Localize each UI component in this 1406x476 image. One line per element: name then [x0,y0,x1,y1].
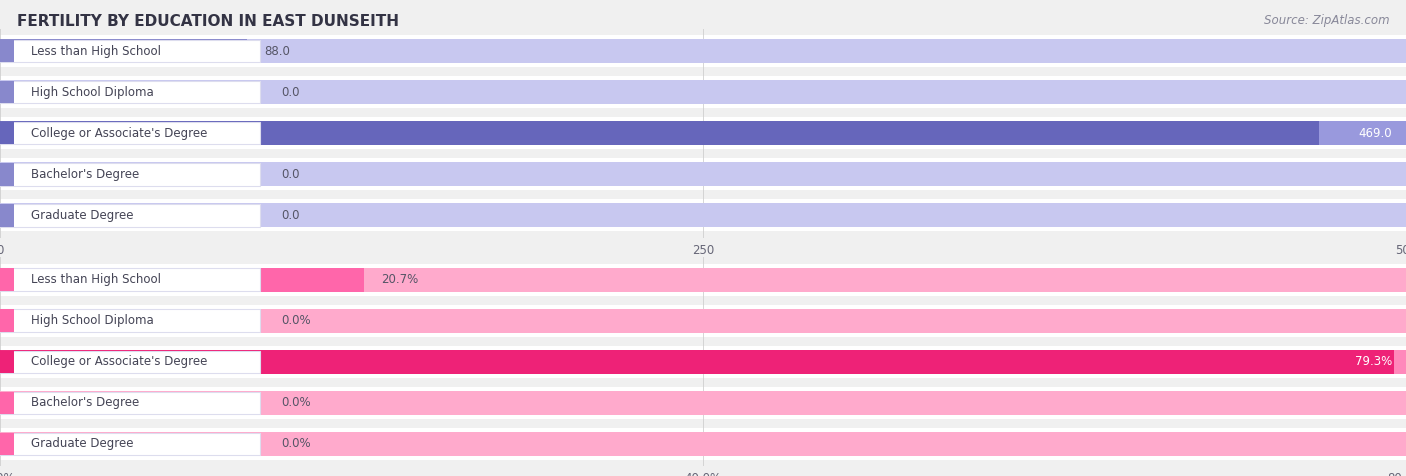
Bar [0,309,260,332]
Bar [0,39,1406,63]
Text: Graduate Degree: Graduate Degree [31,209,134,222]
Bar [0,392,14,414]
Text: 0.0%: 0.0% [281,437,311,450]
Bar [0,203,1406,228]
Bar [0,204,14,227]
Bar [0,308,1406,333]
Bar [0,122,260,145]
Text: Bachelor's Degree: Bachelor's Degree [31,397,139,409]
Text: 79.3%: 79.3% [1355,355,1392,368]
Bar [0,428,1406,460]
Bar [0,40,14,62]
Text: Bachelor's Degree: Bachelor's Degree [31,168,139,181]
Bar [0,433,260,455]
Bar [0,121,1319,145]
Bar [0,40,260,62]
Text: 0.0%: 0.0% [281,397,311,409]
Text: High School Diploma: High School Diploma [31,314,155,327]
Text: FERTILITY BY EDUCATION IN EAST DUNSEITH: FERTILITY BY EDUCATION IN EAST DUNSEITH [17,14,399,30]
Bar [0,392,260,414]
Bar [0,346,1406,378]
Bar [0,387,1406,419]
Text: 88.0: 88.0 [264,45,290,58]
Text: Source: ZipAtlas.com: Source: ZipAtlas.com [1264,14,1389,27]
Bar [0,163,14,186]
Bar [0,350,260,373]
Bar [0,268,260,291]
Text: 469.0: 469.0 [1358,127,1392,140]
Text: 0.0: 0.0 [281,209,299,222]
Text: 0.0: 0.0 [281,168,299,181]
Bar [0,80,1406,104]
Text: Less than High School: Less than High School [31,273,162,286]
Bar [0,391,1406,415]
Bar [0,159,1406,190]
Bar [0,81,14,103]
Text: 20.7%: 20.7% [381,273,418,286]
Bar [0,204,260,227]
Bar [0,117,1406,149]
Bar [0,309,14,332]
Text: 0.0: 0.0 [281,86,299,99]
Bar [0,268,364,292]
Bar [0,432,1406,456]
Bar [0,121,1406,145]
Bar [0,39,247,63]
Bar [0,350,14,373]
Bar [0,162,1406,187]
Bar [0,122,14,145]
Bar [0,163,260,186]
Text: Graduate Degree: Graduate Degree [31,437,134,450]
Bar [0,268,14,291]
Bar [0,268,1406,292]
Bar [0,350,1393,374]
Bar [0,81,260,103]
Bar [0,305,1406,337]
Text: College or Associate's Degree: College or Associate's Degree [31,127,208,140]
Bar [0,76,1406,108]
Text: High School Diploma: High School Diploma [31,86,155,99]
Bar [0,433,14,455]
Bar [0,199,1406,231]
Bar [0,350,1406,374]
Text: College or Associate's Degree: College or Associate's Degree [31,355,208,368]
Bar [0,264,1406,296]
Text: Less than High School: Less than High School [31,45,162,58]
Text: 0.0%: 0.0% [281,314,311,327]
Bar [0,35,1406,67]
